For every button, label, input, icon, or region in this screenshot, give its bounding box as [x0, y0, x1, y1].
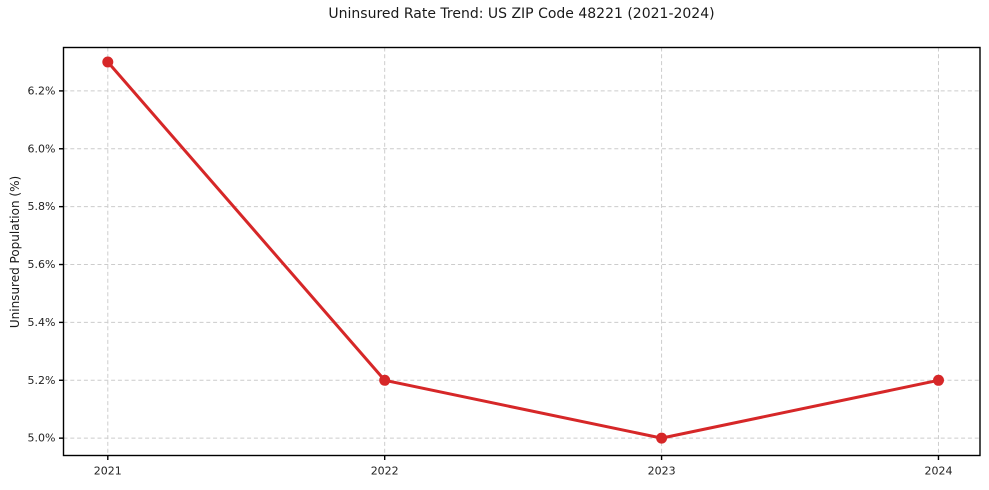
series-uninsured-rate [102, 56, 944, 444]
y-tick-label: 5.2% [28, 374, 56, 387]
x-tick-label: 2023 [648, 465, 676, 478]
y-tick-label: 5.6% [28, 258, 56, 271]
data-point-2024 [933, 374, 944, 386]
x-tick-label: 2022 [371, 465, 399, 478]
y-tick-label: 6.0% [28, 142, 56, 155]
trend-line [106, 60, 940, 440]
axes-spines [62, 46, 981, 457]
chart-title: Uninsured Rate Trend: US ZIP Code 48221 … [328, 6, 715, 22]
y-tick-label: 6.2% [28, 84, 56, 97]
gridlines [63, 47, 980, 456]
data-point-2021 [102, 56, 114, 68]
y-tick-label: 5.0% [28, 432, 56, 445]
y-tick-label: 5.4% [28, 316, 56, 329]
x-tick-label: 2021 [94, 465, 122, 478]
x-tick-label: 2024 [924, 465, 952, 478]
data-point-2022 [379, 374, 391, 386]
data-point-2023 [656, 432, 668, 444]
y-axis-label: Uninsured Population (%) [8, 176, 22, 328]
axis-ticks: 5.0% 5.2% 5.4% 5.6% 5.8% 6.0% 6.2% 2021 2022 2023… [28, 84, 953, 477]
y-tick-label: 5.8% [28, 200, 56, 213]
